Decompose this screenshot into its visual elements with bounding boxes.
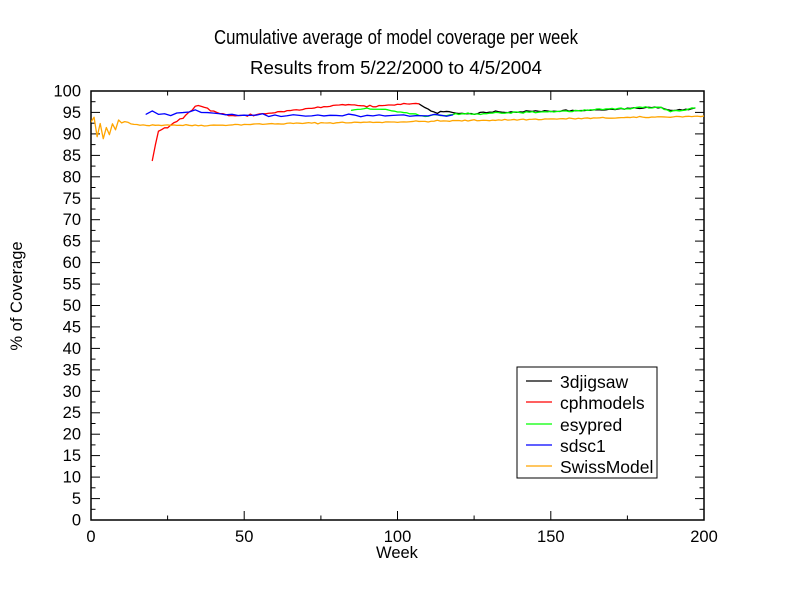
- svg-text:40: 40: [63, 340, 81, 358]
- svg-text:50: 50: [63, 297, 81, 315]
- svg-text:25: 25: [63, 404, 81, 422]
- svg-text:esypred: esypred: [560, 415, 622, 435]
- svg-text:100: 100: [53, 83, 81, 101]
- svg-text:35: 35: [63, 361, 81, 379]
- svg-text:85: 85: [63, 147, 81, 165]
- svg-text:Week: Week: [376, 544, 419, 562]
- svg-text:15: 15: [63, 447, 81, 465]
- svg-text:55: 55: [63, 276, 81, 294]
- svg-text:10: 10: [63, 469, 81, 487]
- svg-text:5: 5: [72, 490, 81, 508]
- svg-text:3djigsaw: 3djigsaw: [560, 372, 628, 392]
- svg-text:95: 95: [63, 104, 81, 122]
- svg-text:70: 70: [63, 211, 81, 229]
- svg-text:45: 45: [63, 318, 81, 336]
- svg-text:150: 150: [537, 528, 565, 546]
- svg-text:% of Coverage: % of Coverage: [8, 241, 26, 350]
- svg-text:50: 50: [235, 528, 253, 546]
- svg-text:0: 0: [72, 512, 81, 530]
- svg-text:75: 75: [63, 190, 81, 208]
- svg-text:Results from 5/22/2000 to 4/5: Results from 5/22/2000 to 4/5/2004: [250, 57, 542, 78]
- svg-text:80: 80: [63, 168, 81, 186]
- svg-text:65: 65: [63, 233, 81, 251]
- svg-text:30: 30: [63, 383, 81, 401]
- svg-text:200: 200: [690, 528, 718, 546]
- svg-text:20: 20: [63, 426, 81, 444]
- svg-text:SwissModel: SwissModel: [560, 457, 653, 477]
- svg-text:0: 0: [86, 528, 95, 546]
- svg-text:Cumulative average of model co: Cumulative average of model coverage per…: [214, 27, 579, 49]
- svg-text:cphmodels: cphmodels: [560, 393, 645, 413]
- svg-text:90: 90: [63, 125, 81, 143]
- svg-text:sdsc1: sdsc1: [560, 436, 606, 456]
- svg-text:60: 60: [63, 254, 81, 272]
